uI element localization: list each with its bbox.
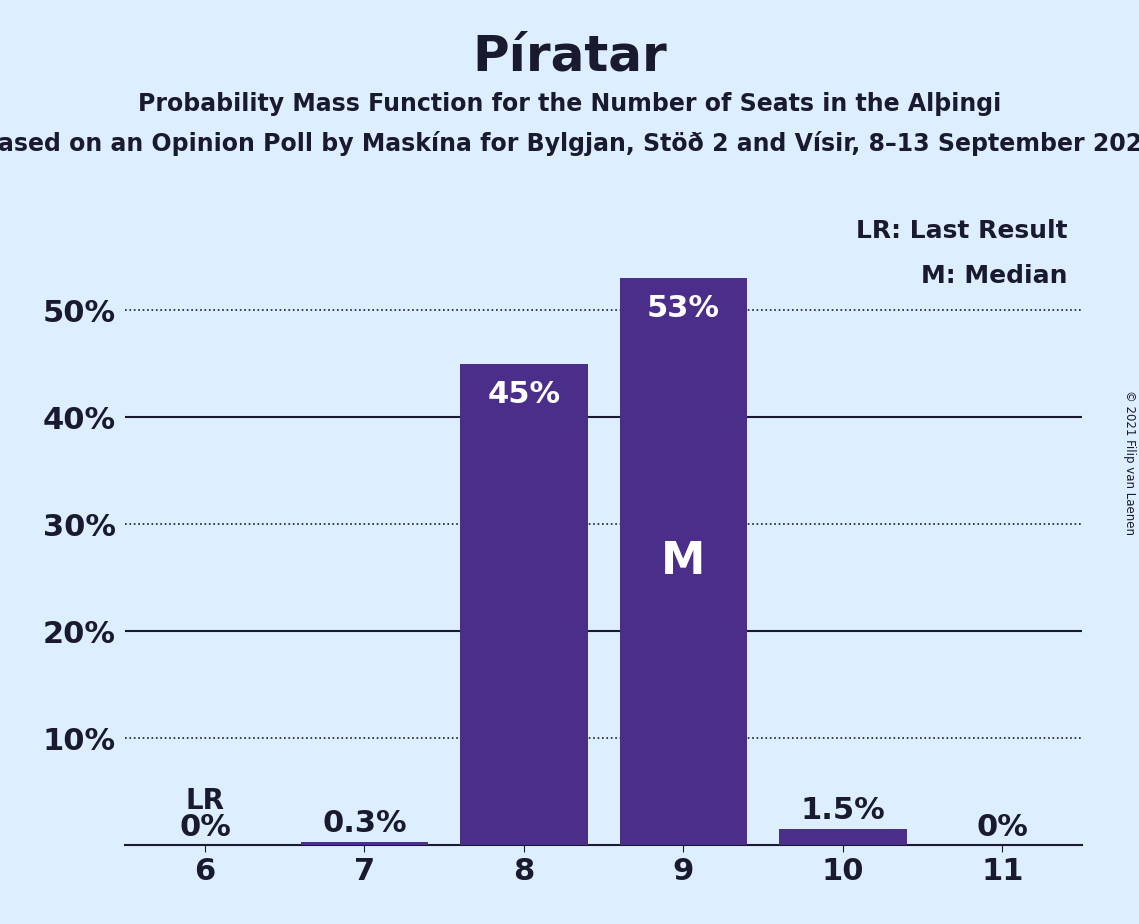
Text: M: M: [662, 541, 705, 583]
Bar: [301, 843, 428, 845]
Text: Based on an Opinion Poll by Maskína for Bylgjan, Stöð 2 and Vísir, 8–13 Septembe: Based on an Opinion Poll by Maskína for …: [0, 131, 1139, 156]
Text: 45%: 45%: [487, 380, 560, 409]
Text: Píratar: Píratar: [473, 32, 666, 80]
Bar: [460, 364, 588, 845]
Text: LR: Last Result: LR: Last Result: [857, 219, 1067, 243]
Text: 0%: 0%: [179, 813, 231, 843]
Text: 53%: 53%: [647, 294, 720, 323]
Text: 0%: 0%: [976, 813, 1029, 843]
Bar: [620, 278, 747, 845]
Text: LR: LR: [186, 786, 224, 815]
Bar: [779, 830, 907, 845]
Text: © 2021 Filip van Laenen: © 2021 Filip van Laenen: [1123, 390, 1136, 534]
Text: 0.3%: 0.3%: [322, 809, 407, 838]
Text: M: Median: M: Median: [921, 264, 1067, 288]
Text: Probability Mass Function for the Number of Seats in the Alþingi: Probability Mass Function for the Number…: [138, 92, 1001, 116]
Text: 1.5%: 1.5%: [801, 796, 885, 825]
